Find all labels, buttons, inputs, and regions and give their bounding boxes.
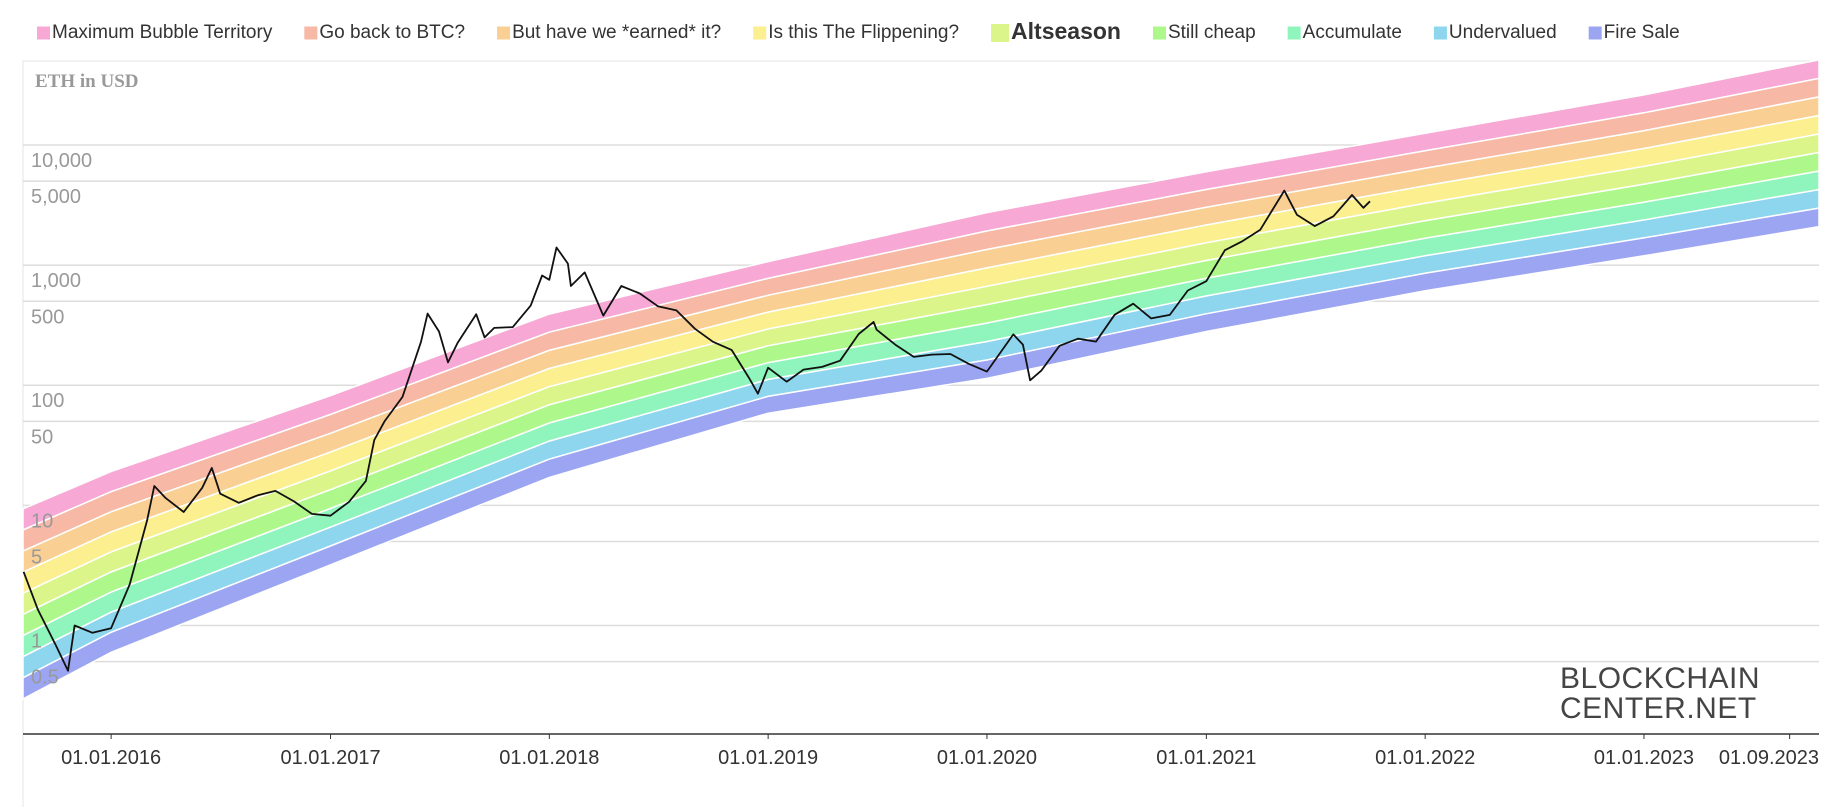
- x-tick-label: 01.01.2022: [1375, 747, 1475, 769]
- y-tick-label: 5: [31, 547, 42, 569]
- y-tick-label: 100: [31, 390, 64, 412]
- axis-title: ETH in USD: [35, 71, 138, 92]
- legend-label: Undervalued: [1449, 22, 1557, 43]
- legend-swatch: [304, 26, 318, 40]
- x-tick-label: 01.01.2023: [1594, 747, 1694, 769]
- legend-swatch: [1152, 26, 1166, 40]
- legend-swatch: [753, 26, 767, 40]
- watermark: CENTER.NET: [1560, 692, 1757, 725]
- legend: Maximum Bubble Territory Go back to BTC? B…: [37, 18, 1680, 44]
- rainbow-band: [22, 207, 1820, 701]
- price-line: [22, 189, 1371, 672]
- legend-label: Is this The Flippening?: [768, 22, 959, 43]
- x-tick-label: 01.01.2018: [499, 747, 599, 769]
- y-tick-label: 50: [31, 426, 53, 448]
- x-tick-label: 01.01.2017: [280, 747, 380, 769]
- x-tick-label: 01.01.2016: [61, 747, 161, 769]
- legend-label: But have we *earned* it?: [512, 22, 721, 43]
- y-tick-label: 10,000: [31, 150, 92, 172]
- legend-label: Still cheap: [1168, 22, 1256, 43]
- legend-swatch: [1287, 26, 1301, 40]
- legend-swatch: [37, 26, 50, 40]
- x-tick-label: 01.01.2020: [937, 747, 1037, 769]
- x-tick-label: 01.01.2021: [1156, 747, 1256, 769]
- legend-label: Go back to BTC?: [319, 22, 465, 43]
- legend-label: Altseason: [1011, 18, 1121, 44]
- watermark: BLOCKCHAIN: [1560, 662, 1760, 695]
- legend-swatch: [991, 24, 1010, 42]
- y-tick-label: 1: [31, 631, 42, 653]
- legend-swatch: [1588, 26, 1602, 40]
- y-tick-label: 500: [31, 306, 64, 328]
- bands: [22, 58, 1820, 701]
- legend-label: Accumulate: [1303, 22, 1402, 43]
- legend-label: Fire Sale: [1604, 22, 1680, 43]
- x-tick-label: 01.01.2019: [718, 747, 818, 769]
- x-tick-label: 01.09.2023: [1719, 747, 1819, 769]
- y-tick-label: 0.5: [31, 667, 59, 689]
- y-tick-label: 1,000: [31, 270, 81, 292]
- legend-swatch: [497, 26, 511, 40]
- legend-swatch: [1433, 26, 1447, 40]
- legend-label: Maximum Bubble Territory: [52, 22, 273, 43]
- y-tick-label: 10: [31, 510, 53, 532]
- y-tick-label: 5,000: [31, 186, 81, 208]
